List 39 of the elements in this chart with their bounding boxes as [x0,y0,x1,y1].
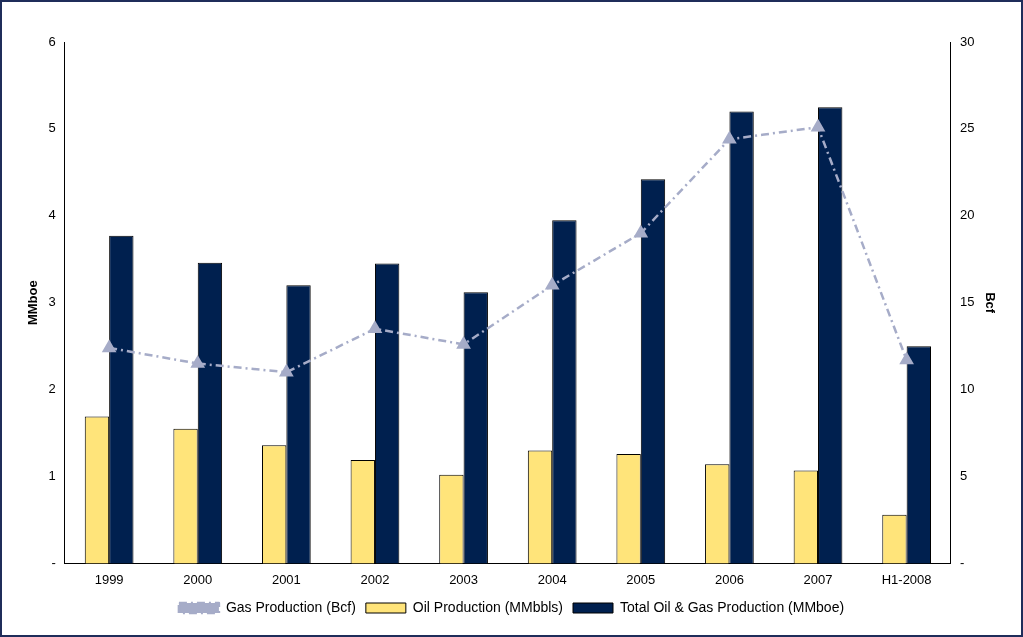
y2-tick-label: 5 [959,468,968,484]
x-tick-label: 2003 [449,571,479,587]
point [545,278,559,290]
x-tick-label: 1999 [94,571,124,587]
y2-tick-label: 30 [959,33,975,49]
point [811,119,825,132]
y-tick-label: - [51,554,56,570]
y2-tick-label: 10 [959,381,975,397]
y2-tick-label: 25 [959,120,975,136]
legend-label: Gas Production (Bcf) [225,598,356,615]
point [368,321,382,334]
point [900,352,914,365]
y-tick-label: 4 [48,207,56,223]
y-axis-title: MMboe [25,280,41,326]
y-tick-label: 1 [48,468,56,484]
x-tick-label: 2007 [803,571,833,587]
point [102,340,116,353]
y-tick-label: 5 [48,120,56,136]
x-tick-label: 2005 [626,571,656,587]
legend-label: Oil Production (MMbbls) [412,598,564,615]
point [457,337,471,349]
point [634,225,648,238]
x-tick-label: H1-2008 [881,571,932,587]
legend-label: Total Oil & Gas Production (MMboe) [620,598,845,615]
x-tick-label: 2002 [360,571,390,587]
x-tick-label: 2006 [714,571,744,587]
y2-tick-label: 15 [959,294,975,310]
x-tick-label: 2001 [271,571,301,587]
x-tick-label: 2004 [537,571,567,587]
y-tick-label: 2 [48,381,56,397]
point [279,364,293,377]
point [191,356,205,368]
point [722,132,736,144]
y2-axis-title: Bcf [982,292,998,314]
y2-tick-label: 20 [959,207,975,223]
y-tick-label: 6 [48,33,56,49]
x-tick-label: 2000 [183,571,213,587]
y2-tick-label: - [959,554,965,570]
y-tick-label: 3 [48,294,56,310]
